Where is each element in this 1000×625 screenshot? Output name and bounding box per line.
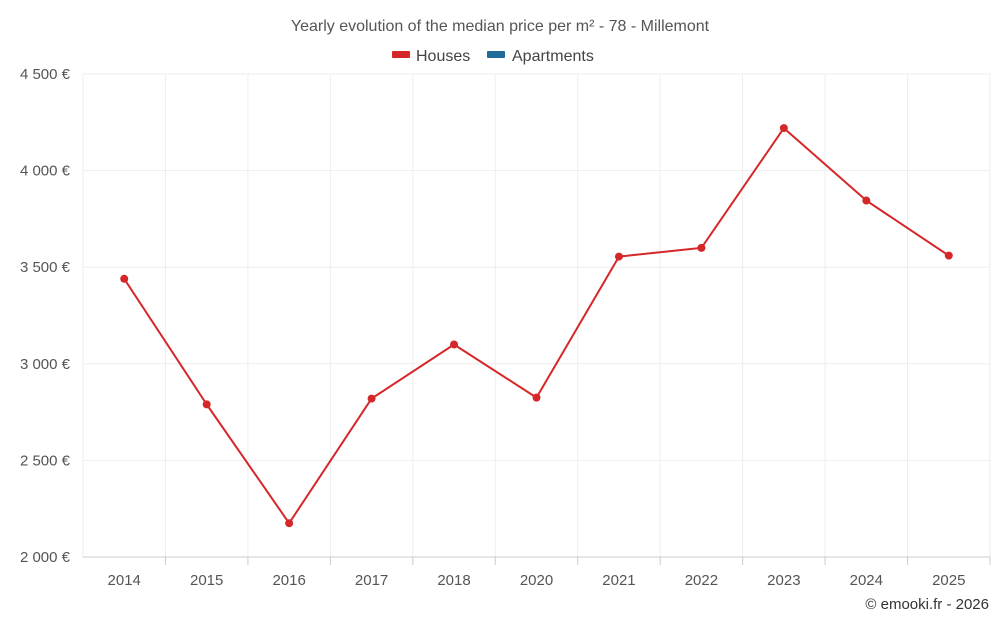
data-point-houses[interactable] [120,274,129,283]
credit-text: © emooki.fr - 2026 [865,596,989,613]
data-point-houses[interactable] [367,394,376,403]
y-tick-label: 4 500 € [20,66,71,83]
y-tick-label: 2 000 € [20,549,71,566]
y-tick-label: 4 000 € [20,163,71,180]
legend-item-houses[interactable]: Houses [392,48,470,65]
y-tick-label: 3 500 € [20,259,71,276]
y-tick-label: 2 500 € [20,452,71,469]
axes: 2 000 € 2 500 € 3 000 € 3 500 € 4 000 € 4 500… [20,66,991,589]
x-tick-label: 2014 [108,572,141,589]
x-tick-label: 2022 [685,572,718,589]
data-point-houses[interactable] [202,400,211,409]
x-tick-label: 2020 [520,572,553,589]
chart-title: Yearly evolution of the median price per… [291,18,710,35]
legend: Houses Apartments [392,48,594,65]
x-tick-label: 2025 [932,572,965,589]
data-point-houses[interactable] [614,252,623,261]
legend-label-apartments: Apartments [512,48,594,65]
legend-swatch-apartments [487,51,505,58]
x-tick-label: 2018 [437,572,470,589]
data-point-houses[interactable] [285,519,294,528]
x-tick-label: 2016 [272,572,305,589]
x-tick-label: 2015 [190,572,223,589]
data-point-houses[interactable] [450,340,459,349]
x-tick-label: 2024 [850,572,883,589]
legend-item-apartments[interactable]: Apartments [487,48,594,65]
x-tick-label: 2017 [355,572,388,589]
data-point-houses[interactable] [697,243,706,252]
data-point-houses[interactable] [532,393,541,402]
legend-swatch-houses [392,51,410,58]
labels: Yearly evolution of the median price per… [291,18,989,613]
y-tick-label: 3 000 € [20,356,71,373]
x-tick-label: 2023 [767,572,800,589]
legend-label-houses: Houses [416,48,470,65]
x-tick-label: 2021 [602,572,635,589]
data-point-houses[interactable] [944,251,953,260]
series [120,124,953,528]
data-point-houses[interactable] [862,196,871,205]
grid [82,73,991,557]
data-point-houses[interactable] [779,124,788,133]
